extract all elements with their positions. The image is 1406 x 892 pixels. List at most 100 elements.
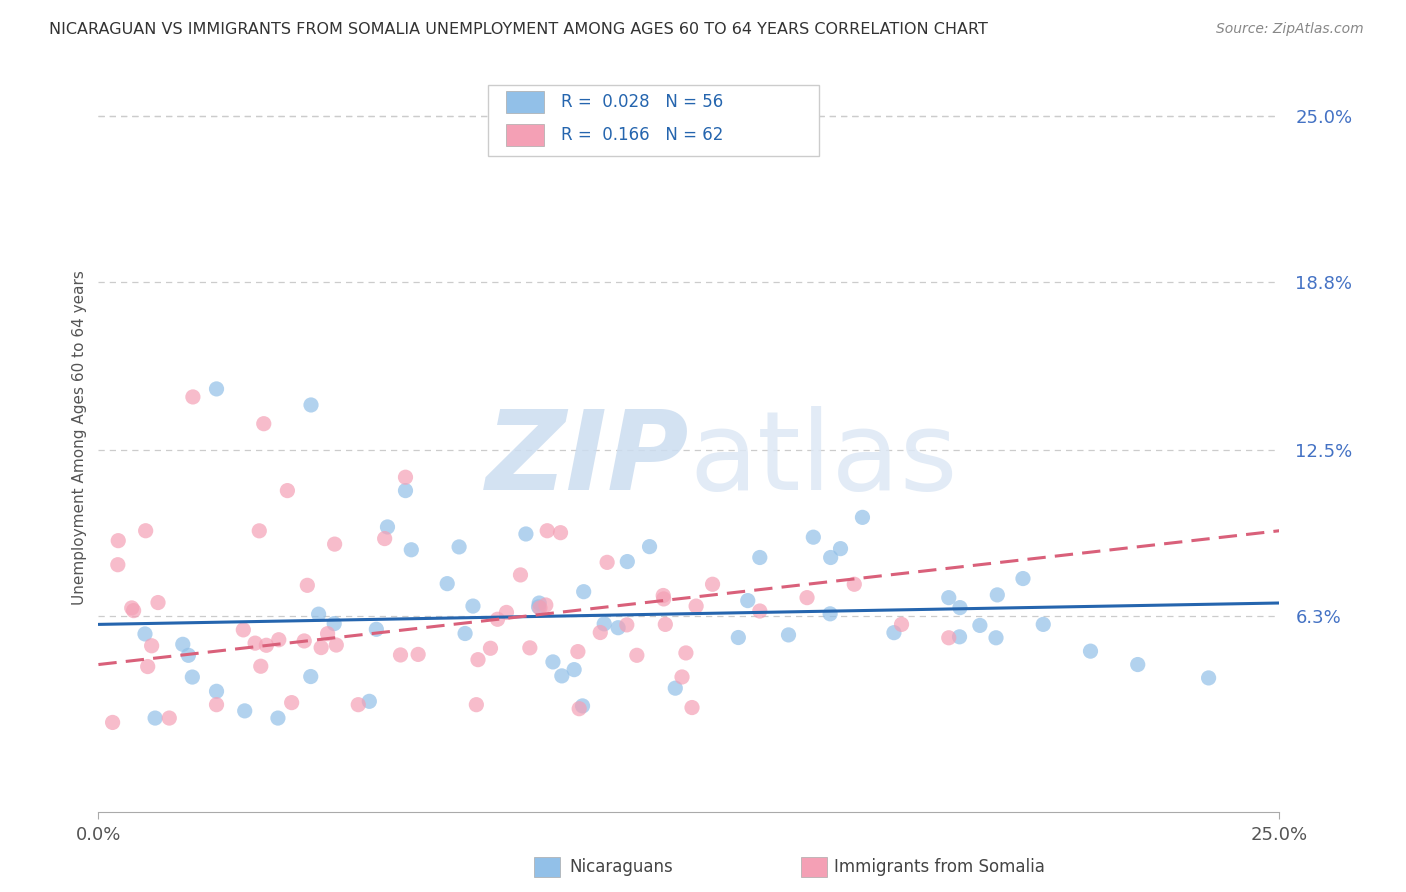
Point (181, 670, 204, 684)
Point (205, 382, 228, 396)
Point (146, 596, 169, 610)
Point (205, 684, 228, 698)
Point (347, 698, 370, 712)
Point (890, 617, 912, 632)
Point (406, 648, 429, 662)
Point (141, 639, 163, 653)
Text: Source: ZipAtlas.com: Source: ZipAtlas.com (1216, 22, 1364, 37)
Point (280, 696, 302, 710)
Point (1012, 572, 1035, 586)
Point (571, 698, 593, 713)
Point (572, 584, 595, 599)
Point (253, 417, 276, 431)
Point (986, 588, 1008, 602)
Point (205, 698, 228, 712)
Point (616, 618, 638, 632)
Point (654, 617, 676, 632)
Point (562, 663, 585, 677)
Point (949, 600, 972, 615)
Point (830, 541, 852, 556)
Point (593, 616, 616, 631)
Point (157, 711, 180, 725)
Point (107, 558, 129, 572)
Point (626, 648, 648, 663)
Point (267, 711, 290, 725)
Point (851, 510, 873, 524)
Point (299, 398, 322, 412)
Point (316, 626, 339, 640)
Point (589, 625, 612, 640)
FancyBboxPatch shape (488, 85, 818, 156)
Point (134, 627, 156, 641)
Point (685, 599, 707, 613)
Point (436, 576, 458, 591)
Text: NICARAGUAN VS IMMIGRANTS FROM SOMALIA UNEMPLOYMENT AMONG AGES 60 TO 64 YEARS COR: NICARAGUAN VS IMMIGRANTS FROM SOMALIA UN… (49, 22, 988, 37)
Point (938, 631, 960, 645)
Point (309, 640, 332, 655)
Point (938, 591, 960, 605)
Point (177, 648, 200, 663)
Point (844, 577, 866, 591)
Point (818, 607, 841, 621)
Text: atlas: atlas (689, 406, 957, 513)
Point (401, 542, 423, 557)
Point (394, 470, 416, 484)
Text: ZIP: ZIP (485, 406, 689, 513)
Point (883, 625, 905, 640)
Point (652, 589, 675, 603)
Text: Immigrants from Somalia: Immigrants from Somalia (834, 858, 1045, 876)
Point (529, 596, 551, 610)
Point (671, 670, 693, 684)
Point (374, 532, 396, 546)
Point (948, 630, 970, 644)
Point (527, 599, 550, 614)
Point (778, 628, 800, 642)
Point (181, 390, 204, 404)
Point (323, 616, 346, 631)
Point (233, 704, 256, 718)
FancyBboxPatch shape (506, 91, 544, 113)
Point (984, 631, 1007, 645)
Point (267, 632, 290, 647)
Point (534, 598, 557, 612)
Point (479, 641, 502, 656)
Point (568, 702, 591, 716)
Point (550, 525, 572, 540)
Point (681, 700, 703, 714)
Point (675, 646, 697, 660)
Point (297, 578, 319, 592)
Point (638, 540, 661, 554)
Point (509, 568, 531, 582)
Point (454, 626, 477, 640)
Point (276, 483, 298, 498)
Point (529, 601, 551, 615)
Point (551, 669, 574, 683)
Point (254, 638, 277, 652)
Point (299, 669, 322, 683)
Point (461, 599, 484, 613)
Point (136, 659, 159, 673)
Point (143, 711, 166, 725)
Point (820, 550, 842, 565)
Point (122, 604, 145, 618)
Text: Nicaraguans: Nicaraguans (569, 858, 673, 876)
Point (232, 623, 254, 637)
Point (702, 577, 724, 591)
Point (495, 606, 517, 620)
Point (969, 618, 991, 632)
Point (727, 631, 749, 645)
Point (1032, 617, 1054, 632)
Text: R =  0.166   N = 62: R = 0.166 N = 62 (561, 126, 724, 145)
Point (323, 537, 346, 551)
Point (1080, 644, 1102, 658)
Point (243, 636, 266, 650)
Point (1126, 657, 1149, 672)
FancyBboxPatch shape (506, 124, 544, 146)
Point (801, 530, 824, 544)
Point (467, 653, 489, 667)
Point (101, 715, 124, 730)
Point (247, 524, 270, 538)
Text: R =  0.028   N = 56: R = 0.028 N = 56 (561, 93, 724, 112)
Point (737, 593, 759, 607)
Point (292, 634, 315, 648)
